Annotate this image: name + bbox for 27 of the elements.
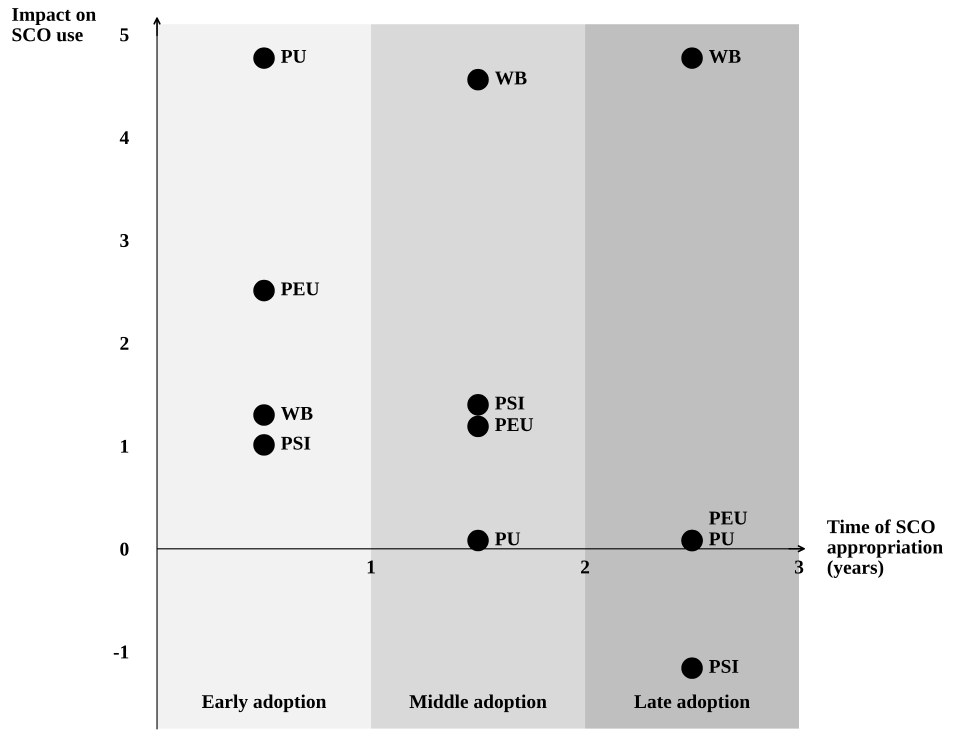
y-tick-label: 5	[120, 28, 129, 42]
annotation: WB	[280, 406, 313, 420]
annotation: PSI	[495, 396, 524, 410]
x-axis-title: Time of SCO appropriation (years)	[827, 519, 943, 578]
y-tick-label: 3	[120, 234, 129, 248]
band-label: Late adoption	[634, 694, 750, 712]
annotation: PSI	[281, 436, 310, 450]
annotation: PSI	[709, 660, 738, 673]
annotation: PU	[281, 50, 306, 63]
y-tick-label: 0	[120, 542, 129, 556]
annotation: WB	[494, 72, 527, 85]
annotation: PU	[495, 532, 520, 546]
y-tick-label: 4	[120, 131, 129, 144]
band-label: Middle adoption	[410, 694, 547, 712]
x-tick-label: 1	[368, 560, 375, 574]
annotation: PEU	[281, 282, 320, 296]
y-tick-label: 2	[120, 336, 128, 350]
band-label: Early adoption	[202, 694, 326, 712]
annotation: PEU	[709, 512, 748, 525]
x-tick-label: 2	[581, 560, 590, 574]
y-tick-label: 1	[121, 440, 128, 453]
annotation: PEU	[495, 418, 534, 432]
y-axis-title: Impact on SCO use	[12, 8, 96, 42]
x-tick-label: 3	[794, 560, 804, 574]
annotation: PU	[709, 532, 734, 546]
annotation: WB	[709, 50, 741, 64]
y-tick-label: -1	[114, 646, 128, 658]
